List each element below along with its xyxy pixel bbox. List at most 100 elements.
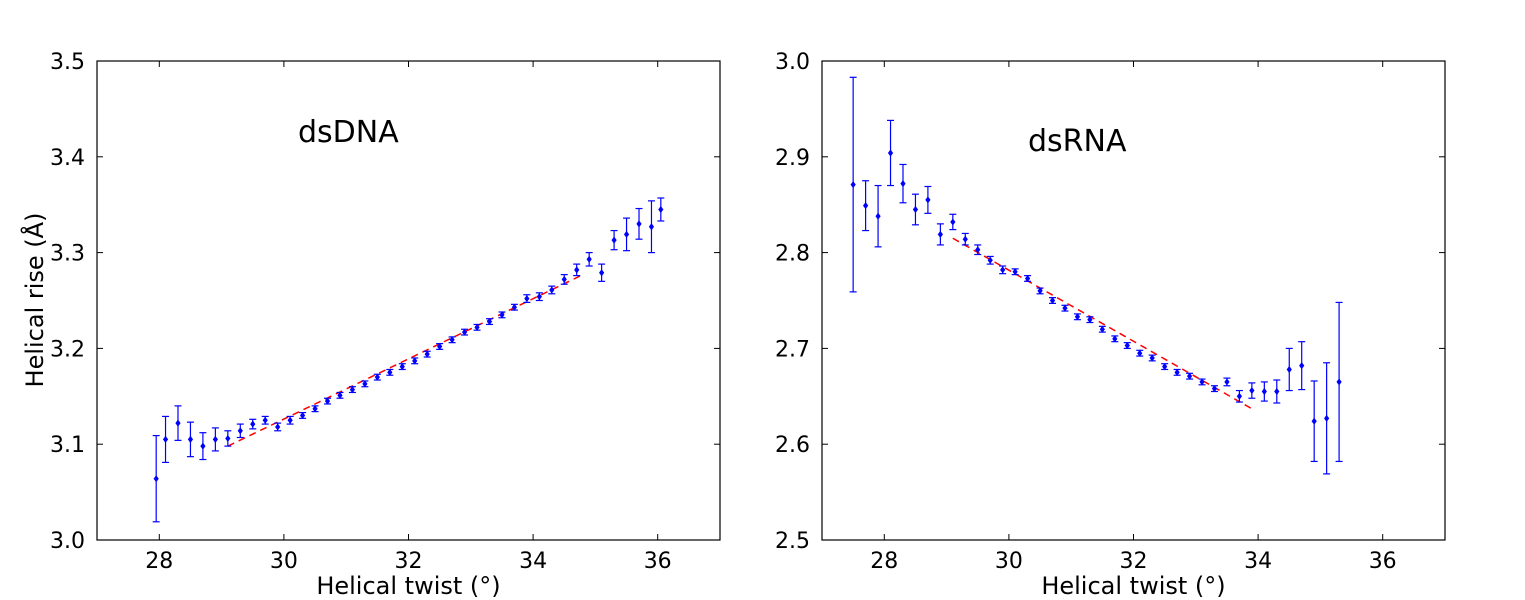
dsrna-y-tick-label: 2.6 xyxy=(775,433,810,458)
dsdna-annotation: dsDNA xyxy=(298,115,399,150)
dsdna-data-point xyxy=(486,317,493,326)
dsrna-data-point xyxy=(1336,378,1342,386)
dsdna-y-tick-label: 3.4 xyxy=(50,146,85,171)
dsdna-fit-line xyxy=(227,273,584,447)
dsdna-data-point xyxy=(499,311,505,319)
dsrna-data-point xyxy=(1311,417,1317,425)
dsrna-y-tick-label: 2.9 xyxy=(775,146,810,171)
dsrna-data-point xyxy=(1299,362,1305,370)
dsdna-y-tick-label: 3.1 xyxy=(50,433,85,458)
dsrna-data-point xyxy=(1000,266,1006,274)
dsdna-data-point xyxy=(536,293,542,301)
dsdna-data-point xyxy=(437,342,443,351)
dsrna-data-point xyxy=(1261,387,1267,396)
dsrna-data-point xyxy=(1137,349,1143,357)
dsdna-data-point xyxy=(362,380,368,388)
dsdna-data-point xyxy=(424,350,430,358)
dsrna-data-point xyxy=(1211,385,1218,393)
dsrna-data-point xyxy=(1087,316,1093,324)
dsrna-data-point xyxy=(1236,392,1243,400)
dsrna-data-point xyxy=(887,149,894,157)
dsdna-axes-frame xyxy=(96,60,721,541)
dsrna-data-point xyxy=(1324,414,1330,422)
dsdna-y-axis-label: Helical rise (Å) xyxy=(20,213,49,388)
dsrna-data-point xyxy=(987,256,993,264)
dsdna-x-axis-label: Helical twist (°) xyxy=(316,572,500,600)
dsrna-data-point xyxy=(1224,378,1230,386)
dsrna-data-point xyxy=(1286,365,1292,374)
dsdna-data-point xyxy=(586,255,592,263)
dsdna-data-point xyxy=(153,475,159,483)
dsrna-data-point xyxy=(925,196,931,204)
dsdna-y-tick-label: 3.2 xyxy=(50,337,85,362)
dsdna-data-point xyxy=(511,303,518,311)
dsdna-data-point xyxy=(658,205,664,214)
dsdna-data-point xyxy=(237,427,243,435)
dsdna-data-point xyxy=(212,435,218,444)
dsdna-data-point xyxy=(275,423,281,431)
dsdna-data-point xyxy=(250,420,256,428)
dsdna-x-tick-label: 36 xyxy=(644,549,672,574)
dsrna-data-point xyxy=(875,212,881,220)
dsrna-data-point xyxy=(1112,335,1118,343)
dsrna-axes-frame xyxy=(821,60,1446,541)
dsrna-data-point xyxy=(937,230,943,238)
dsrna-data-point xyxy=(900,180,906,188)
dsdna-data-point xyxy=(449,336,455,344)
dsrna-data-point xyxy=(1037,287,1043,295)
dsdna-data-point xyxy=(412,357,418,365)
dsrna-data-point xyxy=(1012,268,1018,276)
dsrna-data-point xyxy=(950,218,956,226)
dsdna-data-point xyxy=(312,405,318,413)
dsrna-y-tick-label: 2.5 xyxy=(775,529,810,554)
dsdna-data-point xyxy=(474,323,480,331)
dsrna-data-point xyxy=(912,205,919,214)
dsdna-x-tick-label: 32 xyxy=(395,549,423,574)
dsdna-x-tick-label: 30 xyxy=(270,549,298,574)
dsrna-data-point xyxy=(1124,341,1130,350)
dsdna-y-tick-label: 3.0 xyxy=(50,529,85,554)
dsrna-data-point xyxy=(1074,313,1081,321)
dsdna-data-point xyxy=(549,286,555,294)
dsdna-data-point xyxy=(262,416,268,424)
dsdna-data-point xyxy=(611,236,617,244)
dsrna-data-point xyxy=(1062,304,1068,312)
dsdna-data-point xyxy=(162,435,169,444)
dsdna-data-point xyxy=(561,275,567,284)
dsrna-x-tick-label: 34 xyxy=(1244,549,1272,574)
dsdna-y-tick-label: 3.3 xyxy=(50,242,85,267)
dsdna-y-tick-label: 3.5 xyxy=(50,50,85,75)
dsdna-x-tick-label: 28 xyxy=(145,549,173,574)
dsdna-data-point xyxy=(636,220,642,228)
dsrna-data-point xyxy=(1149,354,1155,362)
dsrna-y-tick-label: 2.8 xyxy=(775,242,810,267)
dsdna-x-tick-label: 34 xyxy=(519,549,547,574)
dsrna-x-tick-label: 30 xyxy=(995,549,1023,574)
dsrna-data-point xyxy=(1174,368,1180,376)
dsdna-data-point xyxy=(524,294,530,303)
dsrna-data-point xyxy=(962,235,968,243)
dsrna-y-tick-label: 3.0 xyxy=(775,50,810,75)
dsdna-data-point xyxy=(349,385,356,394)
dsrna-data-point xyxy=(1099,325,1105,333)
dsrna-data-point xyxy=(1162,363,1168,371)
dsrna-data-point xyxy=(1274,387,1280,396)
dsrna-data-point xyxy=(1049,296,1056,305)
dsrna-y-tick-label: 2.7 xyxy=(775,337,810,362)
dsdna-data-point xyxy=(648,223,655,231)
dsdna-data-point xyxy=(175,419,181,427)
dsrna-data-point xyxy=(1199,378,1205,386)
dsrna-x-axis-label: Helical twist (°) xyxy=(1041,572,1225,600)
dsrna-data-point xyxy=(1249,386,1255,395)
dsdna-panel: 28 30 32 34 36 3.0 3.1 3.2 3.3 3.4 3.5 Helical twis… xyxy=(20,50,721,600)
dsrna-x-tick-label: 28 xyxy=(870,549,898,574)
dsdna-data-point xyxy=(324,397,331,405)
dsdna-data-point xyxy=(374,373,380,381)
dsrna-annotation: dsRNA xyxy=(1028,124,1127,159)
dsrna-data-point xyxy=(1186,372,1193,380)
dsdna-data-point xyxy=(187,435,194,444)
dsdna-data-point xyxy=(299,411,306,420)
dsdna-data-point xyxy=(399,363,405,371)
dsrna-panel: 28 30 32 34 36 2.5 2.6 2.7 2.8 2.9 3.0 Helical twis… xyxy=(775,50,1446,600)
